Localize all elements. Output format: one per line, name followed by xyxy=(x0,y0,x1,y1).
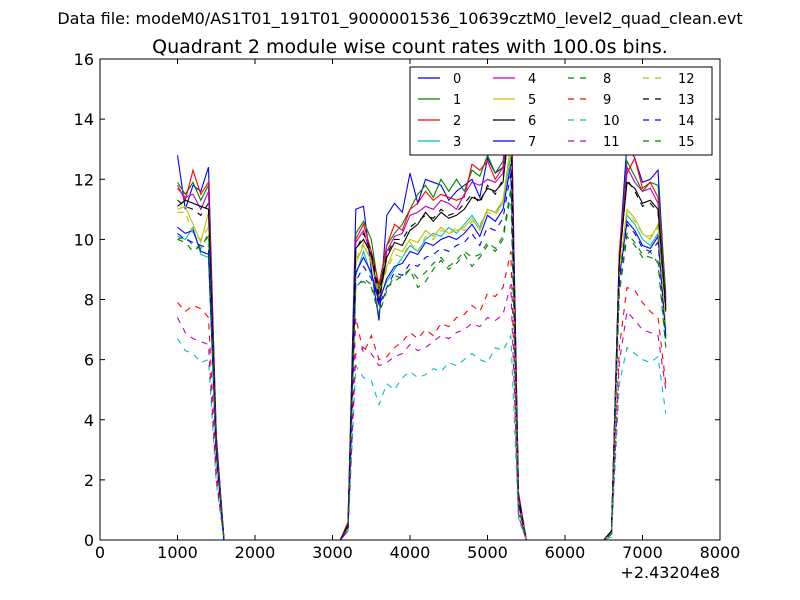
y-tick-label: 12 xyxy=(74,170,94,189)
x-tick-label: 2000 xyxy=(235,543,276,562)
series-line-9 xyxy=(177,251,667,540)
x-tick-label: 8000 xyxy=(700,543,741,562)
y-tick-label: 6 xyxy=(84,351,94,370)
x-tick-label: 1000 xyxy=(157,543,198,562)
series-line-7 xyxy=(177,164,667,540)
y-tick-label: 2 xyxy=(84,471,94,490)
series-line-5 xyxy=(177,143,667,540)
legend-label-0: 0 xyxy=(453,72,461,87)
y-tick-label: 14 xyxy=(74,110,94,129)
series-line-0 xyxy=(176,122,667,540)
legend-label-6: 6 xyxy=(528,114,536,129)
series-line-3 xyxy=(177,155,667,540)
x-offset-label: +2.43204e8 xyxy=(620,563,720,582)
legend-label-4: 4 xyxy=(528,72,536,87)
series-line-13 xyxy=(177,119,667,540)
legend-label-5: 5 xyxy=(528,93,536,108)
series-line-1 xyxy=(177,101,667,540)
chart-title: Quadrant 2 module wise count rates with … xyxy=(152,36,668,58)
legend-box xyxy=(409,66,713,156)
legend-label-15: 15 xyxy=(678,135,695,150)
y-tick-label: 16 xyxy=(74,50,94,69)
legend-label-9: 9 xyxy=(603,93,611,108)
chart-suptitle: Data file: modeM0/AS1T01_191T01_90000015… xyxy=(57,9,742,29)
axis-ticks: 0 1000 2000 3000 4000 5000 6000 7000 80000246810… xyxy=(74,50,741,562)
y-tick-label: 0 xyxy=(84,531,94,550)
series-line-2 xyxy=(177,83,667,540)
x-tick-label: 6000 xyxy=(545,543,586,562)
legend-label-7: 7 xyxy=(528,135,536,150)
y-tick-label: 10 xyxy=(74,230,94,249)
legend-label-10: 10 xyxy=(603,114,620,129)
series-line-4 xyxy=(177,76,667,540)
legend-label-11: 11 xyxy=(603,135,620,150)
legend-label-3: 3 xyxy=(453,135,461,150)
legend-label-12: 12 xyxy=(678,72,695,87)
legend-label-8: 8 xyxy=(603,72,611,87)
x-tick-label: 5000 xyxy=(467,543,508,562)
y-tick-label: 8 xyxy=(84,291,94,310)
x-tick-label: 3000 xyxy=(312,543,353,562)
x-tick-label: 0 xyxy=(95,543,105,562)
x-tick-label: 4000 xyxy=(390,543,431,562)
x-tick-label: 7000 xyxy=(622,543,663,562)
legend-label-13: 13 xyxy=(678,93,695,108)
legend-label-2: 2 xyxy=(453,114,461,129)
y-tick-label: 4 xyxy=(84,411,94,430)
legend-label-1: 1 xyxy=(453,93,461,108)
series-layer xyxy=(176,76,667,540)
legend-label-14: 14 xyxy=(678,114,695,129)
